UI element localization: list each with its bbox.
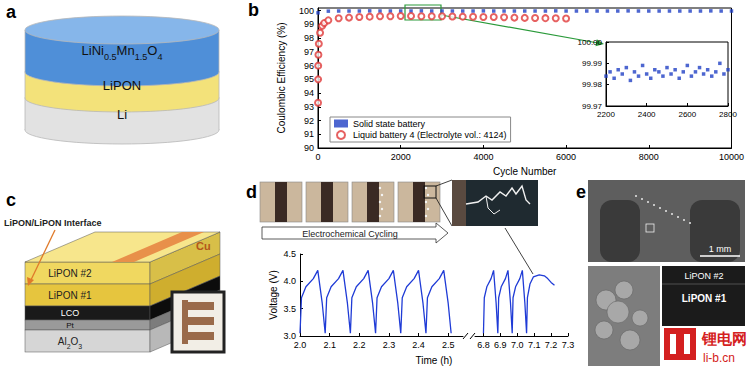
svg-text:93: 93 — [304, 102, 314, 112]
svg-text:a: a — [6, 2, 17, 22]
svg-text:100.00: 100.00 — [578, 38, 603, 47]
svg-text:e: e — [576, 182, 586, 202]
svg-text:7.1: 7.1 — [528, 340, 541, 350]
svg-text:b: b — [248, 0, 259, 20]
svg-text:91: 91 — [304, 129, 314, 139]
svg-text:6.8: 6.8 — [477, 340, 490, 350]
svg-text:LiPON/LiPON Interface: LiPON/LiPON Interface — [4, 218, 102, 228]
svg-text:LiNi0.5Mn1.5O4: LiNi0.5Mn1.5O4 — [82, 43, 163, 62]
svg-text:4.0: 4.0 — [283, 276, 296, 286]
svg-text:LCO: LCO — [61, 308, 80, 318]
svg-text:99.98: 99.98 — [582, 80, 603, 89]
svg-text:2.4: 2.4 — [412, 340, 425, 350]
svg-text:Solid state battery: Solid state battery — [353, 119, 426, 129]
svg-text:97: 97 — [304, 47, 314, 57]
svg-text:2800: 2800 — [719, 110, 737, 119]
svg-text:3.5: 3.5 — [283, 304, 296, 314]
svg-text:3.0: 3.0 — [283, 331, 296, 341]
svg-text:99: 99 — [304, 19, 314, 29]
svg-text:Voltage (V): Voltage (V) — [268, 270, 279, 319]
svg-text:2.3: 2.3 — [383, 340, 396, 350]
svg-text:Pt: Pt — [66, 321, 74, 330]
svg-text:96: 96 — [304, 61, 314, 71]
svg-text:1 mm: 1 mm — [709, 244, 732, 254]
svg-text:92: 92 — [304, 116, 314, 126]
svg-text:4.5: 4.5 — [283, 249, 296, 259]
svg-text:6.9: 6.9 — [494, 340, 507, 350]
svg-text:d: d — [246, 182, 257, 202]
svg-text:Time (h): Time (h) — [416, 355, 453, 366]
svg-text:2000: 2000 — [391, 152, 411, 162]
svg-text:95: 95 — [304, 74, 314, 84]
svg-text:2.2: 2.2 — [353, 340, 366, 350]
svg-text:Al2O3: Al2O3 — [58, 336, 83, 350]
svg-text:LiPON #2: LiPON #2 — [48, 268, 92, 279]
svg-text:LiPON: LiPON — [103, 78, 141, 93]
svg-text:2200: 2200 — [597, 110, 615, 119]
svg-text:99.97: 99.97 — [582, 101, 602, 111]
svg-text:2600: 2600 — [678, 110, 696, 119]
svg-text:2.5: 2.5 — [442, 340, 455, 350]
svg-text:LiPON #1: LiPON #1 — [48, 290, 92, 301]
svg-text:Coulombic Efficiency (%): Coulombic Efficiency (%) — [276, 23, 287, 134]
svg-text:98: 98 — [304, 33, 314, 43]
svg-text:94: 94 — [304, 88, 314, 98]
svg-text:99.99: 99.99 — [582, 59, 603, 68]
svg-text:2.1: 2.1 — [323, 340, 336, 350]
svg-text:Electrochemical Cycling: Electrochemical Cycling — [302, 229, 398, 239]
svg-text:7.0: 7.0 — [511, 340, 524, 350]
svg-text:li-b.cn: li-b.cn — [703, 351, 735, 365]
svg-text:锂电网: 锂电网 — [701, 330, 747, 347]
svg-text:8000: 8000 — [639, 152, 659, 162]
svg-text:6000: 6000 — [556, 152, 576, 162]
svg-text:4000: 4000 — [473, 152, 493, 162]
svg-text:10000: 10000 — [719, 152, 744, 162]
svg-text:7.2: 7.2 — [545, 340, 558, 350]
svg-text:Liquid battery 4 (Electrolyte: Liquid battery 4 (Electrolyte vol.: 4124… — [353, 130, 507, 140]
svg-text:7.3: 7.3 — [562, 340, 575, 350]
svg-text:Cu: Cu — [196, 240, 211, 252]
svg-text:90: 90 — [304, 143, 314, 153]
svg-text:2400: 2400 — [638, 110, 656, 119]
svg-text:LiPON #1: LiPON #1 — [682, 293, 727, 304]
svg-text:LiPON #2: LiPON #2 — [684, 271, 723, 281]
svg-text:2.0: 2.0 — [294, 340, 307, 350]
svg-text:100: 100 — [299, 6, 314, 16]
svg-text:c: c — [6, 190, 16, 210]
svg-text:0: 0 — [315, 152, 320, 162]
svg-text:Li: Li — [117, 107, 127, 122]
svg-text:Cycle Number: Cycle Number — [493, 166, 557, 177]
